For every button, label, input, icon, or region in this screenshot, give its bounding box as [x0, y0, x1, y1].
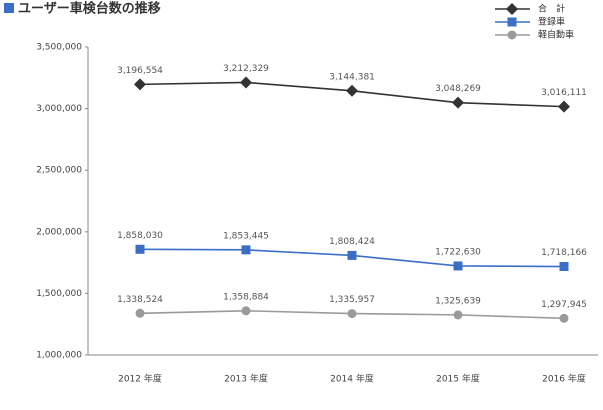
value-label: 1,718,166	[541, 248, 587, 258]
data-point	[452, 96, 464, 109]
x-tick-label: 2014 年度	[330, 373, 374, 385]
value-label: 3,016,111	[541, 88, 587, 98]
data-point	[241, 306, 251, 316]
y-tick-label: 2,000,000	[36, 227, 82, 237]
x-tick-label: 2012 年度	[118, 373, 162, 385]
legend-marker	[507, 17, 517, 27]
y-tick-label: 3,500,000	[36, 43, 82, 53]
value-label: 1,808,424	[329, 237, 375, 247]
legend-label: 合 計	[538, 3, 565, 15]
legend-marker	[506, 3, 518, 15]
data-point	[559, 313, 569, 323]
data-point	[240, 76, 252, 89]
y-tick-label: 2,500,000	[36, 166, 82, 176]
data-point	[135, 308, 145, 318]
value-label: 1,722,630	[435, 247, 481, 257]
data-point	[241, 245, 251, 255]
data-point	[347, 250, 357, 260]
legend-marker	[507, 30, 517, 40]
data-point	[453, 310, 463, 320]
data-point	[453, 261, 463, 271]
data-point	[134, 78, 146, 91]
value-label: 1,358,884	[223, 292, 269, 302]
legend-label: 登録車	[538, 16, 565, 28]
title-icon	[4, 3, 14, 13]
value-label: 1,297,945	[541, 300, 587, 310]
data-point	[346, 84, 358, 97]
value-label: 1,325,639	[435, 296, 481, 306]
x-tick-label: 2016 年度	[542, 373, 586, 385]
value-label: 3,196,554	[117, 66, 163, 76]
y-tick-label: 1,000,000	[36, 351, 82, 361]
value-label: 3,144,381	[329, 72, 375, 82]
x-tick-label: 2013 年度	[224, 373, 268, 385]
x-tick-label: 2015 年度	[436, 373, 480, 385]
value-label: 3,048,269	[435, 84, 481, 94]
data-point	[558, 100, 570, 113]
value-label: 1,853,445	[223, 231, 269, 241]
value-label: 1,335,957	[329, 295, 375, 305]
y-tick-label: 3,000,000	[36, 104, 82, 114]
chart-title: ユーザー車検台数の推移	[18, 1, 161, 17]
legend-label: 軽自動車	[538, 29, 574, 41]
data-point	[135, 244, 145, 254]
y-tick-label: 1,500,000	[36, 289, 82, 299]
value-label: 1,858,030	[117, 231, 163, 241]
data-point	[559, 262, 569, 272]
value-label: 1,338,524	[117, 295, 163, 305]
value-label: 3,212,329	[223, 64, 269, 74]
data-point	[347, 309, 357, 319]
